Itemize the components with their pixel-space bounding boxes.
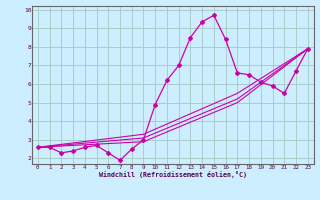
X-axis label: Windchill (Refroidissement éolien,°C): Windchill (Refroidissement éolien,°C) <box>99 171 247 178</box>
